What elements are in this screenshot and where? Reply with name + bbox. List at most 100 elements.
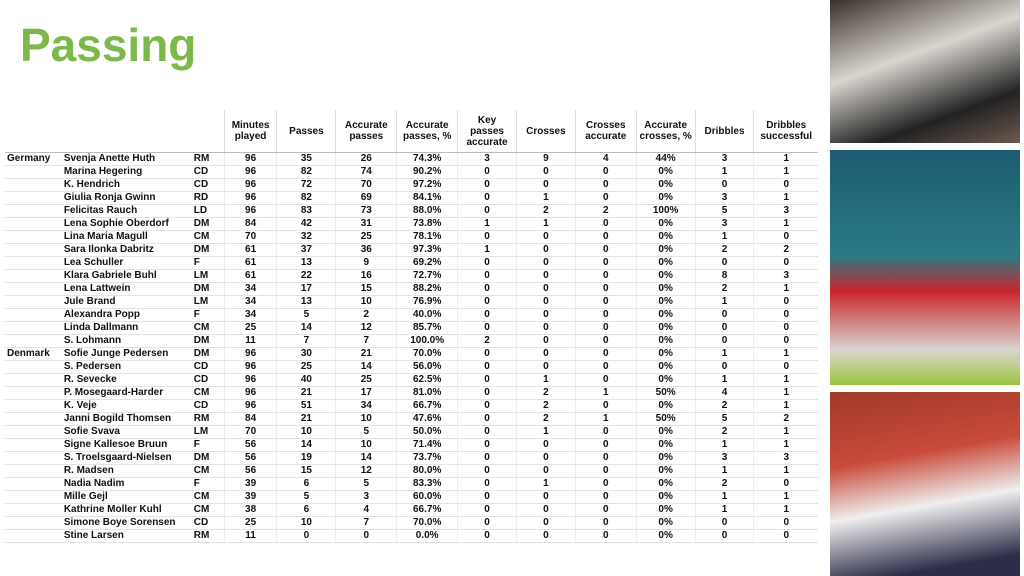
stat-cell: 5	[335, 477, 397, 491]
stat-cell: 80.0%	[396, 464, 458, 478]
stat-cell: 26	[335, 152, 397, 166]
position: RD	[191, 191, 225, 205]
stat-cell: 0	[515, 165, 576, 179]
stat-cell: 0	[753, 308, 818, 322]
stat-cell: 0	[574, 438, 637, 452]
stat-cell: 2	[515, 386, 576, 400]
stat-cell: 0	[753, 295, 818, 309]
stat-cell: 14	[276, 438, 336, 452]
stat-cell: 0%	[635, 334, 696, 348]
stat-cell: 70	[223, 425, 277, 439]
stat-cell: 0%	[635, 165, 696, 179]
stat-cell: 0	[457, 438, 517, 452]
stat-cell: 0	[694, 321, 754, 335]
stat-cell: 0	[515, 282, 576, 296]
stat-cell: 2	[694, 282, 754, 296]
stat-cell: 34	[335, 399, 397, 413]
stat-cell: 15	[335, 282, 397, 296]
player-name: R. Sevecke	[61, 373, 192, 387]
stat-cell: 0	[457, 269, 517, 283]
stat-cell: 0	[574, 191, 637, 205]
table-row: Lea Schuller F 61 13 9 69.2% 0 0 0 0% 0 0	[5, 256, 818, 270]
stat-cell: 36	[335, 243, 397, 257]
stat-cell: 6	[276, 503, 336, 517]
stat-cell: 0	[753, 529, 818, 543]
stat-cell: 0%	[635, 347, 696, 361]
stat-cell: 50.0%	[396, 425, 458, 439]
table-row: Marina Hegering CD 96 82 74 90.2% 0 0 0 0% 1 1	[5, 165, 818, 179]
team-cell	[5, 256, 62, 270]
stat-cell: 0%	[635, 282, 696, 296]
stat-cell: 0%	[635, 490, 696, 504]
stat-cell: 61	[223, 256, 277, 270]
stat-cell: 0	[457, 490, 517, 504]
team-cell	[5, 399, 62, 413]
table-row: S. Lohmann DM 11 7 7 100.0% 2 0 0 0% 0 0	[5, 334, 818, 348]
stat-cell: 5	[694, 412, 754, 426]
stat-cell: 0	[694, 360, 754, 374]
table-row: Signe Kallesoe Bruun F 56 14 10 71.4% 0 0 0 0% 1 1	[5, 438, 818, 452]
table-row: Sofie Svava LM 70 10 5 50.0% 0 1 0 0% 2 1	[5, 425, 818, 439]
stat-cell: 0.0%	[396, 529, 458, 543]
stat-cell: 3	[753, 269, 818, 283]
table-row: Lena Sophie Oberdorf DM 84 42 31 73.8% 1 1 0 0% 3 1	[5, 217, 818, 231]
stat-cell: 56	[223, 438, 277, 452]
stat-cell: 0%	[635, 477, 696, 491]
stat-cell: 83.3%	[396, 477, 458, 491]
stat-cell: 19	[276, 451, 336, 465]
position: CM	[191, 321, 225, 335]
stat-cell: 1	[753, 152, 818, 166]
table-row: Felicitas Rauch LD 96 83 73 88.0% 0 2 2 100% 5 3	[5, 204, 818, 218]
team-cell	[5, 178, 62, 192]
stat-cell: 10	[335, 295, 397, 309]
stat-cell: 0	[457, 360, 517, 374]
stat-cell: 0	[574, 399, 637, 413]
stat-cell: 21	[276, 386, 336, 400]
team-cell	[5, 503, 62, 517]
stat-cell: 4	[694, 386, 754, 400]
position: CD	[191, 178, 225, 192]
stat-cell: 88.2%	[396, 282, 458, 296]
stat-cell: 1	[753, 373, 818, 387]
column-header: Dribbles	[694, 110, 754, 153]
team-cell	[5, 425, 62, 439]
stat-cell: 1	[515, 425, 576, 439]
stat-cell: 0	[457, 386, 517, 400]
stat-cell: 0	[515, 529, 576, 543]
stat-cell: 96	[223, 360, 277, 374]
stat-cell: 0	[457, 503, 517, 517]
player-name: Marina Hegering	[61, 165, 192, 179]
stat-cell: 0	[753, 321, 818, 335]
team-cell	[5, 438, 62, 452]
stat-cell: 96	[223, 386, 277, 400]
position: LM	[191, 295, 225, 309]
stat-cell: 2	[694, 477, 754, 491]
position: CD	[191, 399, 225, 413]
stat-cell: 25	[335, 230, 397, 244]
table-row: Klara Gabriele Buhl LM 61 22 16 72.7% 0 0 0 0% 8 3	[5, 269, 818, 283]
stat-cell: 83	[276, 204, 336, 218]
stat-cell: 0	[574, 165, 637, 179]
stat-cell: 1	[694, 490, 754, 504]
stat-cell: 0	[457, 191, 517, 205]
position: RM	[191, 529, 225, 543]
stat-cell: 0	[694, 308, 754, 322]
stat-cell: 70	[335, 178, 397, 192]
column-header: Dribbles successful	[753, 110, 818, 153]
stat-cell: 0	[574, 230, 637, 244]
stat-cell: 70.0%	[396, 347, 458, 361]
stat-cell: 4	[574, 152, 637, 166]
table-row: R. Madsen CM 56 15 12 80.0% 0 0 0 0% 1 1	[5, 464, 818, 478]
stat-cell: 10	[335, 438, 397, 452]
player-name: Stine Larsen	[61, 529, 192, 543]
stat-cell: 84	[223, 412, 277, 426]
stat-cell: 3	[335, 490, 397, 504]
stat-cell: 74.3%	[396, 152, 458, 166]
player-name: Lena Sophie Oberdorf	[61, 217, 192, 231]
stat-cell: 0%	[635, 256, 696, 270]
stat-cell: 14	[335, 360, 397, 374]
stat-cell: 1	[753, 165, 818, 179]
stat-cell: 5	[276, 490, 336, 504]
stat-cell: 1	[753, 347, 818, 361]
stat-cell: 73	[335, 204, 397, 218]
